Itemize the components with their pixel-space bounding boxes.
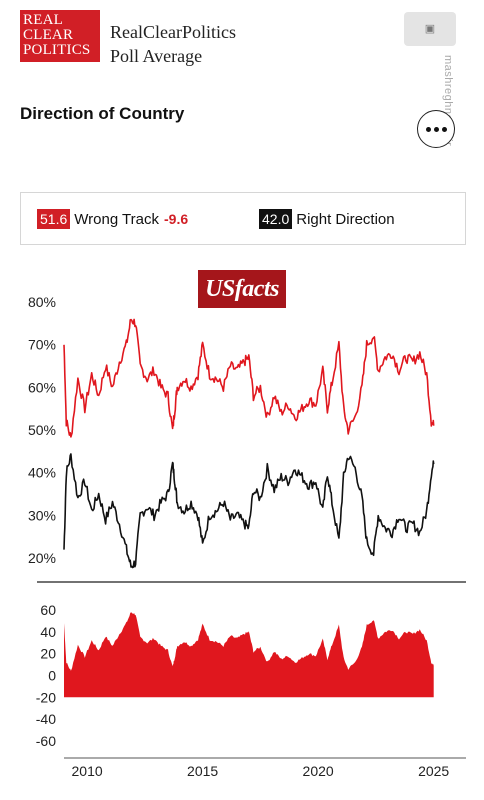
y-tick-label-bottom: 40 bbox=[40, 624, 56, 640]
wrong-track-delta: -9.6 bbox=[164, 211, 189, 227]
legend-wrong-track[interactable]: 51.6 Wrong Track -9.6 bbox=[37, 209, 188, 229]
y-tick-label-top: 80% bbox=[28, 294, 56, 310]
rcp-logo: REAL CLEAR POLITICS bbox=[20, 10, 100, 62]
y-tick-label-bottom: 0 bbox=[48, 668, 56, 684]
wrong-track-label: Wrong Track bbox=[74, 210, 159, 228]
page-title: Direction of Country bbox=[20, 104, 185, 123]
more-dot-icon bbox=[425, 126, 431, 132]
right-direction-value: 42.0 bbox=[259, 209, 293, 229]
y-tick-label-bottom: 60 bbox=[40, 602, 56, 618]
x-tick-label: 2015 bbox=[187, 763, 218, 779]
y-tick-label-top: 50% bbox=[28, 422, 56, 438]
usfacts-badge: USfacts bbox=[198, 270, 286, 308]
spread-area bbox=[64, 612, 434, 698]
y-tick-label-bottom: -60 bbox=[36, 733, 56, 749]
x-tick-label: 2010 bbox=[72, 763, 103, 779]
y-tick-label-top: 70% bbox=[28, 337, 56, 353]
wrong-track-line bbox=[63, 318, 435, 438]
y-tick-label-bottom: -40 bbox=[36, 711, 56, 727]
brand-name: RealClearPolitics Poll Average bbox=[110, 20, 236, 68]
legend-right-direction[interactable]: 42.0 Right Direction bbox=[259, 209, 395, 229]
more-dot-icon bbox=[441, 126, 447, 132]
right-direction-label: Right Direction bbox=[296, 210, 395, 228]
y-tick-label-bottom: -20 bbox=[36, 689, 56, 705]
wrong-track-value: 51.6 bbox=[37, 209, 71, 229]
right-direction-line bbox=[63, 453, 435, 569]
brand-line-1: RealClearPolitics bbox=[110, 22, 236, 42]
chart-legend: 51.6 Wrong Track -9.6 42.0 Right Directi… bbox=[20, 192, 466, 245]
y-tick-label-top: 20% bbox=[28, 550, 56, 566]
x-tick-label: 2020 bbox=[303, 763, 334, 779]
brand-line-2: Poll Average bbox=[110, 46, 203, 66]
y-tick-label-top: 60% bbox=[28, 379, 56, 395]
x-tick-label: 2025 bbox=[418, 763, 449, 779]
watermark-logo: ▣ bbox=[404, 12, 456, 46]
y-tick-label-bottom: 20 bbox=[40, 646, 56, 662]
y-tick-label-top: 40% bbox=[28, 465, 56, 481]
more-options-button[interactable] bbox=[417, 110, 455, 148]
y-tick-label-top: 30% bbox=[28, 507, 56, 523]
more-dot-icon bbox=[433, 126, 439, 132]
